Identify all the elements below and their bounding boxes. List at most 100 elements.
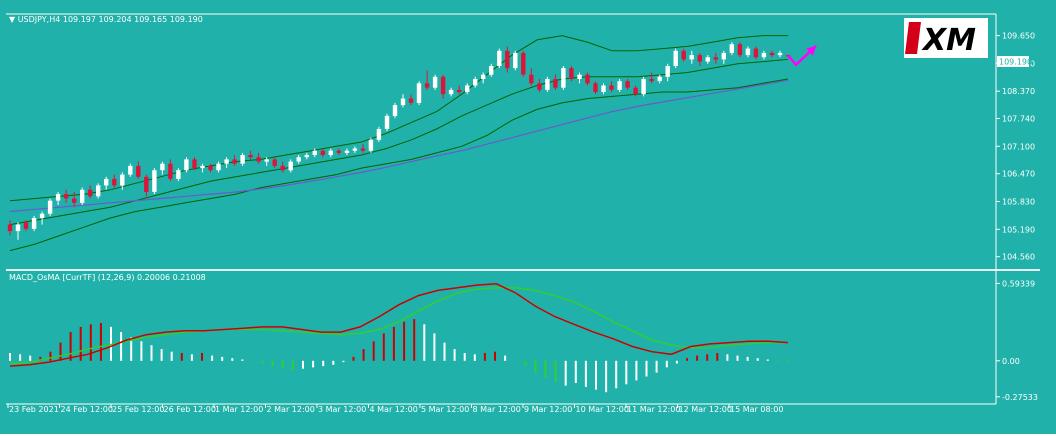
candle (184, 157, 189, 173)
macd-readout: MACD_OsMA [CurrTF] (12,26,9) 0.20006 0.2… (9, 273, 206, 282)
candle (248, 150, 253, 160)
candle (15, 222, 21, 240)
xm-logo: XM (904, 18, 988, 58)
candle (208, 163, 213, 173)
last-price-box (997, 56, 1029, 67)
svg-text:XM: XM (921, 23, 976, 58)
candle (641, 76, 646, 97)
price-tick-label: 109.650 (1002, 32, 1035, 41)
candle (80, 187, 85, 205)
candle (489, 63, 494, 77)
candle (465, 83, 470, 95)
candle (296, 155, 301, 164)
macd-tick-label: 0.59339 (1002, 279, 1035, 288)
candle (416, 81, 422, 106)
candle (216, 161, 221, 173)
price-tick-label: 107.740 (1002, 115, 1035, 124)
moving-average (9, 79, 789, 213)
candle (256, 152, 261, 164)
candle (432, 74, 438, 90)
candle (288, 159, 293, 173)
time-tick-label: 23 Feb 2021 (9, 405, 59, 414)
candle (537, 79, 542, 92)
candle (513, 50, 518, 71)
candle (328, 148, 333, 158)
time-tick-label: 24 Feb 12:00 (61, 405, 113, 414)
candle (737, 42, 743, 58)
candle (753, 46, 759, 60)
band-lower (9, 78, 789, 252)
candle (665, 63, 670, 82)
candle (456, 85, 462, 95)
macd-tick-label: 0.00 (1002, 357, 1020, 366)
candle (697, 52, 702, 66)
candle (63, 189, 69, 203)
candle (384, 113, 390, 132)
candle (320, 148, 325, 158)
candle (497, 48, 502, 69)
candle (47, 198, 53, 216)
price-tick-label: 107.100 (1002, 142, 1035, 151)
candle (192, 157, 197, 171)
candle (601, 83, 606, 95)
candle (344, 148, 350, 155)
candle (424, 70, 430, 90)
bollinger-bands (9, 35, 789, 252)
candle (136, 161, 141, 179)
candle (617, 79, 622, 92)
candle (336, 148, 341, 155)
candle (168, 159, 173, 182)
candle (473, 76, 478, 88)
candle (440, 74, 446, 99)
macd-tick-label: -0.27533 (1002, 393, 1038, 402)
candle (368, 137, 374, 153)
candle (39, 211, 45, 225)
price-tick-label: 106.470 (1002, 170, 1035, 179)
candle (593, 81, 598, 95)
candle (112, 174, 117, 188)
time-tick-label: 5 Mar 12:00 (421, 405, 469, 414)
candle (673, 48, 678, 69)
candle (232, 155, 237, 166)
projection-arrow (787, 45, 817, 67)
candle (120, 172, 125, 190)
candle (649, 72, 654, 84)
time-tick-label: 2 Mar 12:00 (267, 405, 315, 414)
candle (625, 79, 630, 90)
macd-histogram (9, 319, 789, 393)
candle (729, 42, 734, 56)
candle (633, 85, 638, 97)
price-tick-label: 105.190 (1002, 225, 1035, 234)
candle (128, 163, 133, 177)
candle (777, 50, 783, 58)
candle (585, 72, 590, 86)
candle (72, 192, 77, 208)
time-tick-label: 1 Mar 12:00 (215, 405, 263, 414)
candle (705, 55, 710, 64)
candle (521, 50, 526, 77)
price-tick-label: 105.830 (1002, 198, 1035, 207)
time-tick-label: 26 Feb 12:00 (164, 405, 216, 414)
candle (96, 183, 101, 199)
candle (280, 161, 285, 173)
candle (761, 50, 767, 60)
arrow-head (806, 46, 817, 56)
candle (561, 66, 566, 90)
price-tick-label: 104.560 (1002, 253, 1035, 262)
macd-line (9, 283, 789, 367)
candle (104, 176, 109, 190)
symbol-readout: ▼ USDJPY,H4 109.197 109.204 109.165 109.… (9, 15, 203, 24)
candle (745, 46, 751, 58)
time-tick-label: 3 Mar 12:00 (318, 405, 366, 414)
time-tick-label: 15 Mar 08:00 (730, 405, 783, 414)
band-middle (9, 58, 789, 226)
candle (569, 66, 574, 82)
candle (657, 74, 662, 84)
candle (681, 48, 686, 62)
candle (200, 163, 205, 173)
time-tick-label: 12 Mar 12:00 (679, 405, 732, 414)
candle (609, 81, 614, 92)
macd-axis-ticks: 0.59339 0.00 -0.27533 (996, 279, 1038, 402)
